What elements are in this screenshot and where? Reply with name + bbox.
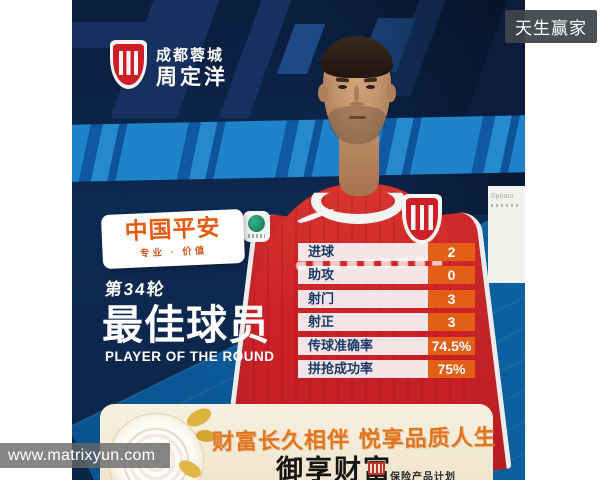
ad-banner: 财富长久相伴 悦享品质人生 御享财富 保险产品计划 bbox=[100, 404, 497, 480]
club-crest-icon bbox=[110, 40, 147, 89]
player-eye bbox=[366, 85, 375, 89]
site-watermark: www.matrixyun.com bbox=[0, 443, 170, 468]
player-eye bbox=[338, 85, 347, 89]
page-title: 最佳球员 bbox=[102, 302, 270, 348]
stats-table: 进球 2 助攻 0 射门 3 射正 3 传球准确率 74.5% 拼抢成功率 75… bbox=[298, 243, 475, 383]
stat-value: 0 bbox=[428, 266, 475, 285]
photo-background-block: ©photo bbox=[488, 186, 525, 283]
table-row: 助攻 0 bbox=[298, 266, 475, 285]
stat-value: 74.5% bbox=[428, 336, 475, 355]
player-ear bbox=[318, 84, 328, 102]
stat-label: 传球准确率 bbox=[298, 336, 428, 355]
table-row: 拼抢成功率 75% bbox=[298, 359, 475, 378]
stat-label: 射正 bbox=[298, 313, 428, 332]
player-ear bbox=[386, 84, 396, 102]
club-crest-chest-icon bbox=[402, 194, 442, 244]
pingan-sponsor-logo: 中国平安 专业 · 价值 bbox=[100, 208, 246, 270]
sponsor-brand: 中国平安 bbox=[124, 213, 222, 245]
photo-credit-dots bbox=[491, 204, 521, 207]
player-eyebrow bbox=[363, 77, 378, 82]
background-shade bbox=[72, 0, 525, 215]
diagonal-stripe-band bbox=[72, 114, 525, 183]
jersey-collar bbox=[311, 192, 405, 224]
corner-badge: 天生赢家 bbox=[505, 10, 597, 43]
player-of-round-poster: ©photo 成都蓉城 周定洋 bbox=[72, 0, 525, 480]
competition-sleeve-badge-icon bbox=[243, 211, 270, 242]
nike-swoosh-icon bbox=[297, 209, 335, 223]
stat-value: 3 bbox=[428, 289, 475, 308]
stat-value: 2 bbox=[428, 243, 475, 261]
player-nose-shadow bbox=[350, 102, 364, 106]
player-hair bbox=[321, 36, 393, 78]
stat-label: 进球 bbox=[298, 243, 428, 261]
table-row: 传球准确率 74.5% bbox=[298, 336, 475, 355]
ad-product-subtitle: 保险产品计划 bbox=[390, 472, 456, 480]
stat-label: 助攻 bbox=[298, 266, 428, 285]
player-nose bbox=[354, 86, 359, 102]
photo-credit: ©photo bbox=[491, 194, 514, 200]
player-mouth bbox=[349, 116, 366, 119]
table-row: 进球 2 bbox=[298, 243, 475, 261]
gold-leaf-decoration bbox=[184, 406, 214, 429]
seal-stamp-icon bbox=[368, 462, 385, 475]
stat-value: 3 bbox=[428, 313, 475, 332]
table-row: 射正 3 bbox=[298, 313, 475, 332]
table-row: 射门 3 bbox=[298, 289, 475, 308]
player-head bbox=[318, 36, 396, 146]
club-name: 成都蓉城 bbox=[156, 47, 225, 64]
player-eyebrow bbox=[335, 77, 350, 82]
stat-label: 射门 bbox=[298, 289, 428, 308]
stat-label: 拼抢成功率 bbox=[298, 359, 428, 378]
player-name: 周定洋 bbox=[156, 66, 228, 89]
stat-value: 75% bbox=[428, 359, 475, 378]
page-subtitle: PLAYER OF THE ROUND bbox=[105, 349, 275, 364]
